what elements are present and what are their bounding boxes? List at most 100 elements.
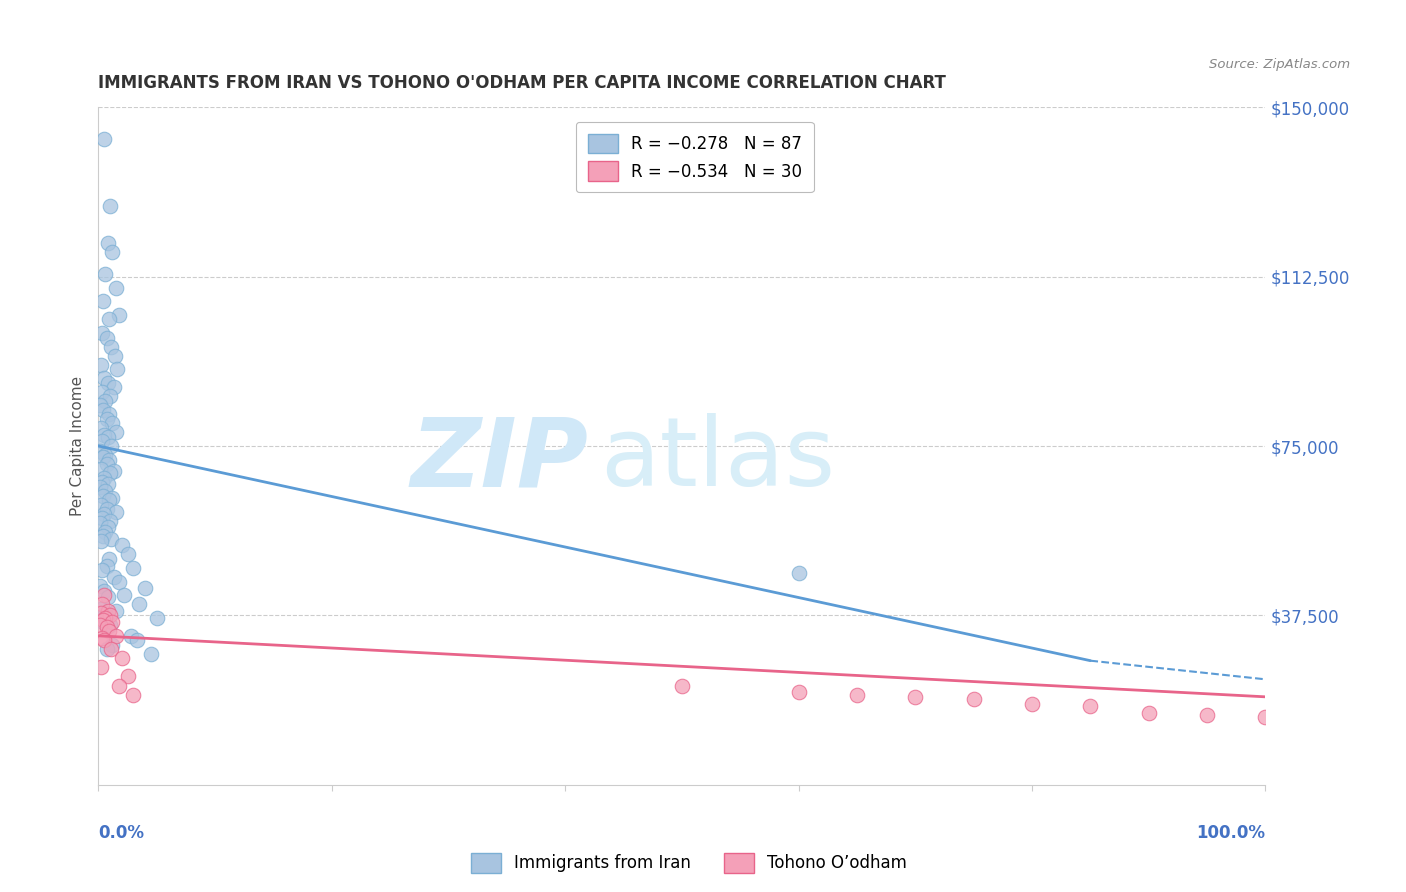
Point xyxy=(97,591,120,605)
Point xyxy=(101,638,124,652)
Point xyxy=(98,617,121,632)
Point xyxy=(94,611,117,625)
Point xyxy=(90,597,112,611)
Text: 100.0%: 100.0% xyxy=(1197,824,1265,842)
Point xyxy=(787,566,810,580)
Point xyxy=(97,624,120,639)
Point xyxy=(91,529,114,543)
Legend: Immigrants from Iran, Tohono O’odham: Immigrants from Iran, Tohono O’odham xyxy=(464,847,914,880)
Point xyxy=(108,679,131,693)
Point xyxy=(97,408,120,422)
Point xyxy=(1137,706,1160,720)
Point xyxy=(89,617,111,632)
Point xyxy=(108,574,131,589)
Point xyxy=(104,425,127,440)
Legend: R = −0.278   N = 87, R = −0.534   N = 30: R = −0.278 N = 87, R = −0.534 N = 30 xyxy=(576,122,814,193)
Point xyxy=(117,548,139,562)
Point xyxy=(103,464,125,478)
Text: ZIP: ZIP xyxy=(411,413,589,506)
Point xyxy=(108,308,131,322)
Point xyxy=(90,601,112,615)
Point xyxy=(111,651,134,665)
Point xyxy=(89,579,111,593)
Point xyxy=(90,660,112,674)
Point xyxy=(105,362,128,376)
Point xyxy=(146,611,169,625)
Point xyxy=(96,620,118,634)
Point xyxy=(90,384,112,399)
Point xyxy=(98,514,121,528)
Point xyxy=(103,570,125,584)
Point xyxy=(111,538,134,552)
Point xyxy=(104,349,127,363)
Point xyxy=(122,688,145,702)
Point xyxy=(97,376,120,390)
Point xyxy=(1021,697,1043,711)
Point xyxy=(89,480,111,494)
Point xyxy=(97,430,120,444)
Point xyxy=(89,516,111,530)
Point xyxy=(139,647,162,661)
Point xyxy=(90,461,112,475)
Point xyxy=(97,520,120,534)
Point xyxy=(1254,710,1277,724)
Point xyxy=(90,434,112,449)
Point xyxy=(96,412,118,426)
Point xyxy=(93,588,115,602)
Point xyxy=(122,561,145,575)
Point xyxy=(97,477,120,491)
Point xyxy=(89,398,111,412)
Point xyxy=(101,417,124,431)
Point xyxy=(91,615,114,630)
Point xyxy=(90,421,112,435)
Point xyxy=(93,371,115,385)
Point xyxy=(93,427,115,442)
Point xyxy=(98,466,121,480)
Point xyxy=(96,502,118,516)
Point xyxy=(93,470,115,484)
Point xyxy=(90,498,112,512)
Point xyxy=(93,507,115,521)
Text: atlas: atlas xyxy=(600,413,835,506)
Point xyxy=(112,588,135,602)
Point xyxy=(93,583,115,598)
Point xyxy=(91,613,114,627)
Point xyxy=(90,326,112,340)
Point xyxy=(90,606,112,620)
Point xyxy=(101,491,124,505)
Point xyxy=(90,533,112,548)
Point xyxy=(94,267,117,281)
Point xyxy=(97,493,120,508)
Point xyxy=(90,358,112,372)
Point xyxy=(104,629,127,643)
Point xyxy=(96,558,118,573)
Point xyxy=(100,340,122,354)
Point xyxy=(100,532,122,546)
Point xyxy=(90,563,112,577)
Point xyxy=(90,511,112,525)
Point xyxy=(97,552,120,566)
Point xyxy=(96,457,118,471)
Point xyxy=(100,439,122,453)
Point xyxy=(117,669,139,683)
Point xyxy=(93,131,115,145)
Point xyxy=(91,402,114,417)
Point xyxy=(101,244,124,259)
Text: 0.0%: 0.0% xyxy=(98,824,145,842)
Point xyxy=(98,608,121,623)
Point xyxy=(1195,707,1218,722)
Point xyxy=(96,642,118,657)
Point xyxy=(120,629,142,643)
Point xyxy=(101,615,124,630)
Point xyxy=(89,443,111,458)
Point xyxy=(134,582,156,596)
Point xyxy=(98,389,121,403)
Point xyxy=(846,688,869,702)
Text: IMMIGRANTS FROM IRAN VS TOHONO O'ODHAM PER CAPITA INCOME CORRELATION CHART: IMMIGRANTS FROM IRAN VS TOHONO O'ODHAM P… xyxy=(98,74,946,92)
Point xyxy=(787,685,810,699)
Point xyxy=(97,604,120,618)
Point xyxy=(98,199,121,213)
Point xyxy=(90,475,112,490)
Point xyxy=(94,484,117,499)
Point xyxy=(94,524,117,539)
